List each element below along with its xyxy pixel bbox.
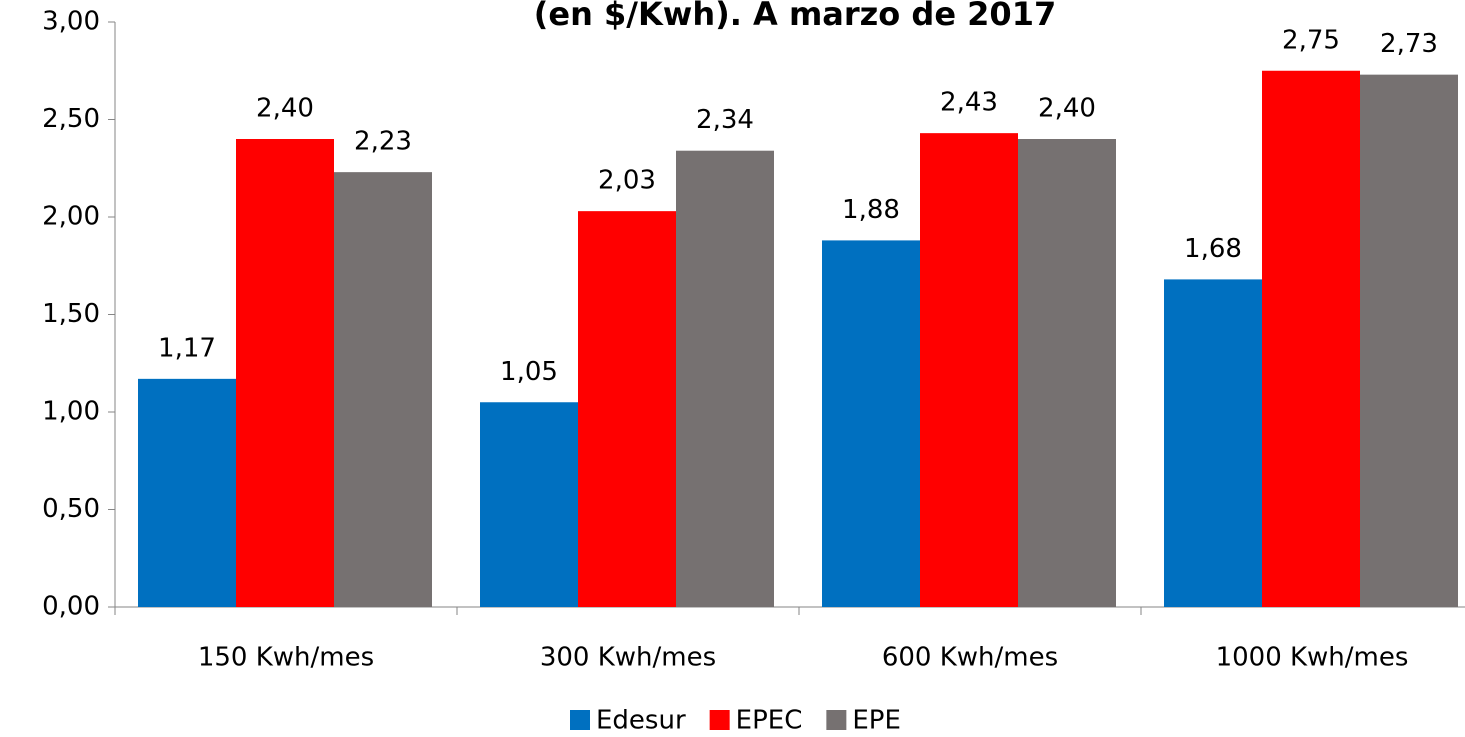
x-tick-label: 300 Kwh/mes bbox=[540, 643, 716, 673]
y-tick-label: 3,00 bbox=[42, 7, 100, 37]
bar bbox=[236, 139, 334, 607]
bar bbox=[1360, 74, 1458, 607]
bar bbox=[676, 150, 774, 607]
legend-swatch bbox=[570, 710, 590, 730]
data-label: 2,43 bbox=[940, 88, 998, 118]
legend-label: EPEC bbox=[736, 706, 803, 736]
data-label: 2,34 bbox=[696, 105, 754, 135]
bar bbox=[920, 133, 1018, 607]
y-tick-label: 0,00 bbox=[42, 592, 100, 622]
data-label: 2,40 bbox=[256, 94, 314, 124]
x-tick-label: 150 Kwh/mes bbox=[198, 643, 374, 673]
bar bbox=[578, 211, 676, 607]
legend-label: EPE bbox=[852, 706, 901, 736]
bar bbox=[1262, 70, 1360, 607]
data-label: 1,88 bbox=[842, 195, 900, 225]
data-label: 2,03 bbox=[598, 166, 656, 196]
data-label: 2,75 bbox=[1282, 25, 1340, 55]
y-tick-label: 2,00 bbox=[42, 202, 100, 232]
x-tick-label: 600 Kwh/mes bbox=[882, 643, 1058, 673]
chart-title: (en $/Kwh). A marzo de 2017 bbox=[534, 0, 1056, 33]
bar bbox=[1164, 279, 1262, 607]
data-label: 2,23 bbox=[354, 127, 412, 157]
bar bbox=[1018, 139, 1116, 607]
legend-swatch bbox=[826, 710, 847, 730]
y-tick-label: 1,50 bbox=[42, 299, 100, 329]
data-label: 1,05 bbox=[500, 357, 558, 387]
bar bbox=[822, 240, 920, 607]
data-label: 2,73 bbox=[1380, 29, 1438, 59]
bar bbox=[480, 402, 578, 607]
data-label: 1,68 bbox=[1184, 234, 1242, 264]
y-tick-label: 0,50 bbox=[42, 494, 100, 524]
y-tick-label: 1,00 bbox=[42, 397, 100, 427]
y-tick-label: 2,50 bbox=[42, 104, 100, 134]
data-label: 1,17 bbox=[158, 333, 216, 363]
data-label: 2,40 bbox=[1038, 94, 1096, 124]
x-tick-label: 1000 Kwh/mes bbox=[1216, 643, 1409, 673]
legend-swatch bbox=[709, 710, 730, 730]
bar bbox=[138, 378, 236, 607]
legend-label: Edesur bbox=[596, 706, 686, 736]
bar bbox=[334, 172, 432, 607]
